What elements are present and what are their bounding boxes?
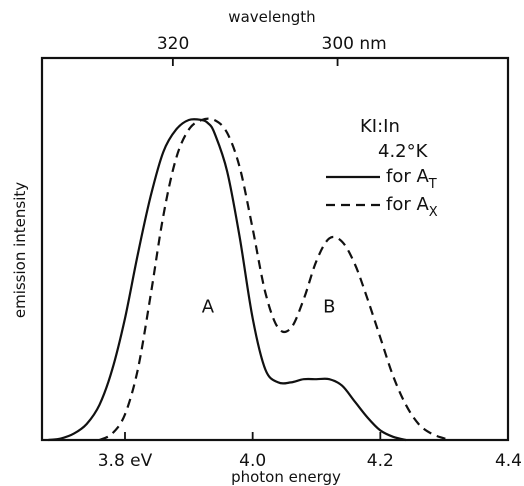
x-axis-label: photon energy [231,468,341,486]
peak-label: A [202,297,215,318]
legend: for AT for AX [326,166,438,220]
y-axis-label: emission intensity [11,182,29,318]
plot-frame [40,56,510,442]
annotation-line: KI:In [360,116,400,137]
legend-label-subscript: T [428,177,437,192]
axis-ticks [124,58,382,440]
series-curves [48,117,451,442]
x2-tick-label: 300 nm [322,34,387,54]
series-line-solid [48,118,407,442]
legend-label-main: for A [386,166,429,187]
x-tick-label: 4.0 [239,451,266,471]
legend-label: for AT [386,166,437,192]
peak-label: B [323,297,335,318]
axis-tick-labels: 3.8 eV 4.0 4.2 4.4 320 300 nm [98,34,522,471]
x2-tick-label: 320 [157,34,189,54]
x-tick-label: 4.4 [495,451,522,471]
annotation-line: 4.2°K [378,141,429,162]
x-tick-label: 3.8 eV [98,451,153,471]
series-line-dashed [98,117,451,442]
legend-label-subscript: X [429,205,438,220]
x-tick-label: 4.2 [367,451,394,471]
legend-label-main: for A [386,194,429,215]
legend-label: for AX [386,194,438,220]
annotation: KI:In 4.2°K [360,116,429,162]
x2-axis-label: wavelength [228,8,315,26]
